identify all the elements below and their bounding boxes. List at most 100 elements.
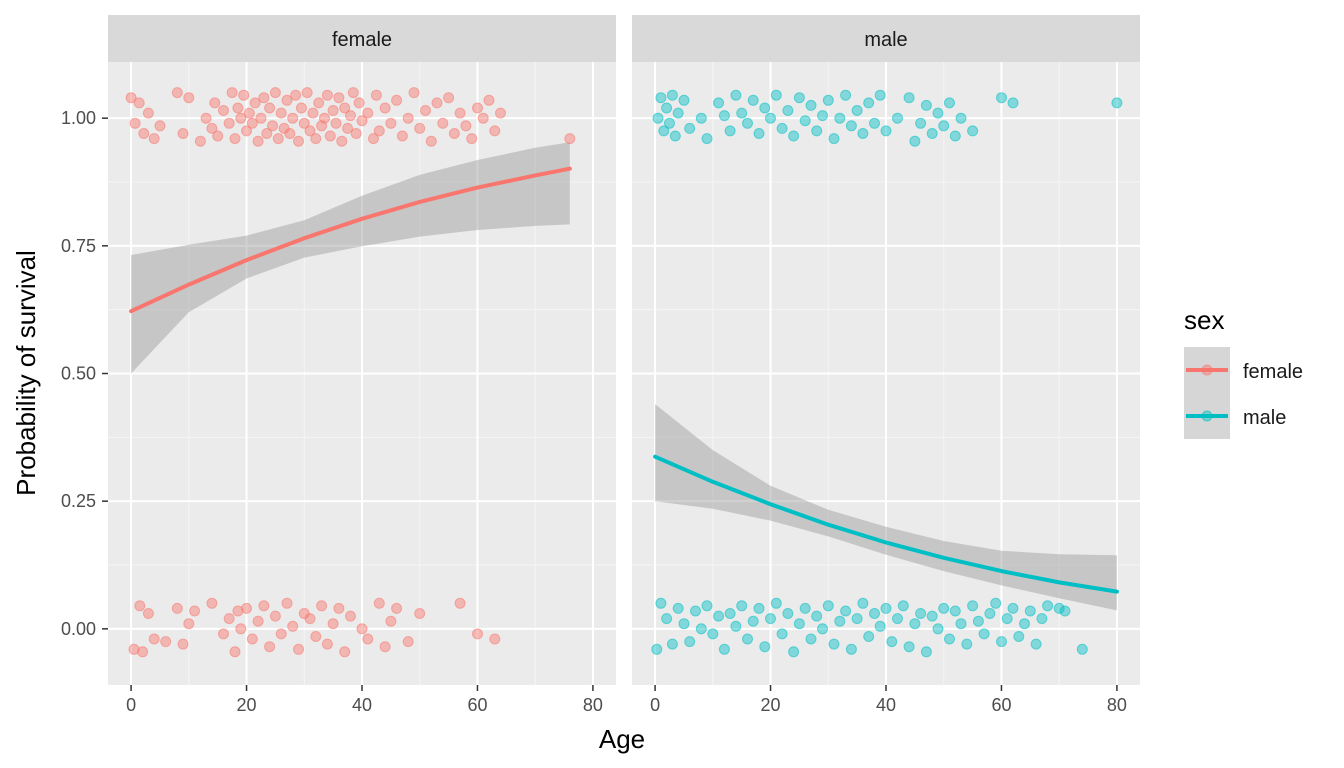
data-point-died <box>287 620 299 632</box>
data-point-survived <box>148 133 160 145</box>
data-point-died <box>972 615 984 627</box>
data-point-survived <box>408 87 420 99</box>
data-point-survived <box>241 125 252 137</box>
data-point-survived <box>396 130 408 142</box>
data-point-survived <box>238 89 250 101</box>
data-point-survived <box>356 115 368 127</box>
data-point-died <box>857 597 869 609</box>
data-point-died <box>1007 602 1019 614</box>
data-point-died <box>293 643 304 655</box>
data-point-survived <box>742 117 753 129</box>
data-point-died <box>316 600 328 612</box>
data-point-survived <box>264 102 276 114</box>
data-point-died <box>385 615 397 627</box>
data-point-survived <box>753 128 765 139</box>
y-tick-label: 1.00 <box>61 108 96 128</box>
data-point-survived <box>564 133 576 145</box>
data-point-died <box>990 597 1002 609</box>
data-point-survived <box>391 94 403 106</box>
confidence-band <box>131 142 570 374</box>
data-point-died <box>391 602 403 614</box>
data-point-died <box>148 633 160 645</box>
data-point-died <box>672 602 684 614</box>
data-point-survived <box>805 99 817 111</box>
data-point-survived <box>701 133 713 145</box>
data-point-died <box>1059 605 1071 617</box>
x-tick-label: 60 <box>991 695 1011 715</box>
data-point-survived <box>281 94 293 106</box>
data-point-survived <box>851 105 863 116</box>
data-point-died <box>235 623 247 635</box>
data-point-died <box>666 638 678 650</box>
data-point-survived <box>385 117 397 129</box>
data-point-survived <box>678 94 690 106</box>
data-point-died <box>811 610 823 622</box>
legend-title: sex <box>1184 305 1224 335</box>
data-point-survived <box>353 97 365 109</box>
data-point-survived <box>223 117 235 129</box>
x-tick-label: 80 <box>1107 695 1127 715</box>
data-point-survived <box>1111 97 1123 109</box>
data-point-survived <box>362 107 374 119</box>
data-point-died <box>281 597 293 609</box>
data-point-survived <box>336 135 348 147</box>
data-point-survived <box>272 133 284 145</box>
data-point-died <box>339 646 351 658</box>
data-point-survived <box>1007 97 1019 109</box>
data-point-survived <box>290 89 302 101</box>
data-point-died <box>321 638 333 650</box>
data-point-died <box>880 602 892 614</box>
data-point-died <box>863 631 875 642</box>
data-point-survived <box>448 128 460 139</box>
data-point-died <box>241 602 252 614</box>
data-point-survived <box>788 130 800 142</box>
data-point-survived <box>319 112 330 124</box>
data-point-survived <box>664 117 675 129</box>
data-point-survived <box>736 107 748 119</box>
data-point-died <box>1024 605 1036 617</box>
data-point-died <box>454 597 466 609</box>
data-point-survived <box>370 89 382 101</box>
data-point-died <box>1076 643 1088 655</box>
data-point-survived <box>333 92 345 104</box>
x-tick-label: 80 <box>583 695 603 715</box>
data-point-died <box>753 602 765 614</box>
data-point-died <box>345 610 356 622</box>
data-point-died <box>137 646 149 658</box>
data-point-survived <box>857 128 869 139</box>
data-point-died <box>949 605 961 617</box>
data-point-died <box>1030 638 1042 650</box>
data-point-died <box>1013 631 1025 642</box>
data-point-survived <box>342 122 354 134</box>
data-point-survived <box>926 128 938 139</box>
data-point-survived <box>232 102 244 114</box>
data-point-survived <box>313 97 325 109</box>
data-point-died <box>1001 613 1013 625</box>
data-point-survived <box>892 112 903 124</box>
strip-label: female <box>332 29 392 51</box>
data-point-died <box>845 643 857 655</box>
data-point-died <box>944 633 955 645</box>
data-point-died <box>333 602 345 614</box>
x-axis-female: 0 20 40 60 80 <box>126 685 603 715</box>
data-point-survived <box>368 133 379 145</box>
data-point-died <box>128 643 140 655</box>
data-point-survived <box>903 92 915 104</box>
panel-male: male <box>632 15 1140 685</box>
data-point-survived <box>218 105 229 116</box>
data-point-died <box>177 638 189 650</box>
data-point-survived <box>327 105 339 116</box>
data-point-survived <box>321 89 333 101</box>
data-point-died <box>920 646 932 658</box>
data-point-survived <box>293 135 304 147</box>
data-point-survived <box>730 89 742 101</box>
y-tick-label: 0.50 <box>61 364 96 384</box>
data-point-survived <box>949 130 961 142</box>
data-point-survived <box>304 125 316 137</box>
data-point-died <box>684 636 696 648</box>
data-point-survived <box>776 122 788 134</box>
data-point-survived <box>287 112 299 124</box>
data-point-survived <box>655 92 667 104</box>
data-point-died <box>206 597 218 609</box>
